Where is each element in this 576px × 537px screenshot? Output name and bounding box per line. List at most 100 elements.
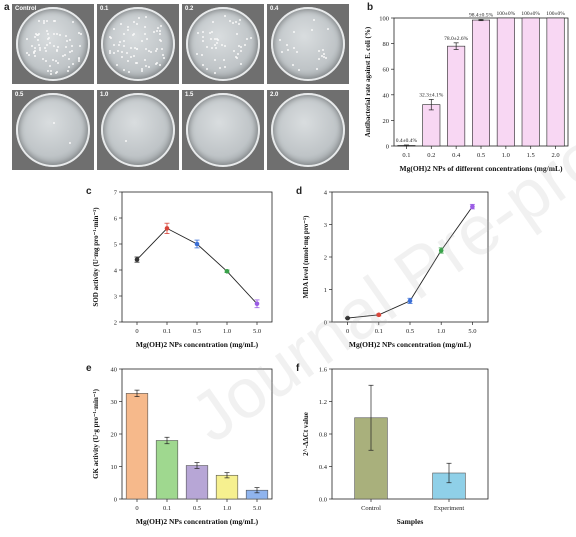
bacterial-colony <box>108 50 111 53</box>
y-tick-label: 2 <box>324 255 327 262</box>
data-point <box>164 226 170 231</box>
bacterial-colony <box>160 40 163 43</box>
x-tick-label: 0.5 <box>406 328 414 335</box>
bacterial-colony <box>323 53 326 56</box>
petri-dish <box>16 93 90 167</box>
petri-dish <box>186 7 260 81</box>
bacterial-colony <box>69 142 72 145</box>
panel-e-letter: e <box>86 363 92 374</box>
bacterial-colony <box>67 57 70 60</box>
bacterial-colony <box>327 28 330 31</box>
bacterial-colony <box>223 15 226 18</box>
bacterial-colony <box>245 38 248 41</box>
bacterial-colony <box>55 33 58 36</box>
bacterial-colony <box>202 64 205 66</box>
bacterial-colony <box>160 48 163 51</box>
bacterial-colony <box>201 36 204 39</box>
x-tick-label: 0.1 <box>375 328 383 335</box>
bacterial-colony <box>318 57 321 60</box>
bacterial-colony <box>152 31 155 34</box>
bar <box>521 17 540 147</box>
data-label: 100±0% <box>521 11 540 17</box>
data-point <box>134 257 140 262</box>
bacterial-colony <box>46 19 49 22</box>
bacterial-colony <box>239 46 242 48</box>
plate-label: 0.4 <box>270 6 279 12</box>
bacterial-colony <box>38 44 41 47</box>
bacterial-colony <box>235 55 238 58</box>
bacterial-colony <box>133 20 136 23</box>
agar-plate: 2.0 <box>267 90 349 170</box>
bacterial-colony <box>232 49 235 52</box>
bacterial-colony <box>112 44 115 47</box>
bacterial-colony <box>216 42 219 45</box>
bacterial-colony <box>65 34 68 37</box>
y-tick-label: 2 <box>114 320 117 327</box>
plate-label: 2.0 <box>270 92 279 98</box>
panel-f-letter: f <box>296 363 300 374</box>
bacterial-colony <box>144 64 147 67</box>
bacterial-colony <box>54 19 57 22</box>
bacterial-colony <box>135 48 138 51</box>
bacterial-colony <box>158 30 161 33</box>
bacterial-colony <box>118 40 121 43</box>
bacterial-colony <box>49 73 52 76</box>
y-tick-label: 3 <box>114 294 117 301</box>
bacterial-colony <box>79 45 82 48</box>
bacterial-colony <box>127 60 130 63</box>
bacterial-colony <box>55 60 57 63</box>
bacterial-colony <box>148 50 151 53</box>
bacterial-colony <box>122 32 125 35</box>
bacterial-colony <box>39 48 42 51</box>
y-axis-label: MDA level (nmol·mg pro⁻¹) <box>302 215 310 299</box>
bacterial-colony <box>293 30 296 33</box>
bacterial-colony <box>35 33 38 36</box>
bacterial-colony <box>48 42 51 45</box>
x-tick-label: 0.1 <box>163 505 171 512</box>
data-label: 78.0±2.6% <box>444 36 469 42</box>
bacterial-colony <box>213 44 216 47</box>
bacterial-colony <box>77 31 80 34</box>
bacterial-colony <box>78 57 81 60</box>
bar <box>422 104 441 147</box>
y-tick-label: 4 <box>324 190 328 197</box>
bacterial-colony <box>67 70 70 73</box>
bacterial-colony <box>120 56 123 59</box>
bacterial-colony <box>156 26 159 29</box>
bacterial-colony <box>223 58 226 61</box>
plate-label: 0.2 <box>185 6 194 12</box>
bacterial-colony <box>162 57 165 60</box>
bacterial-colony <box>144 16 147 19</box>
bacterial-colony <box>236 32 239 35</box>
bacterial-colony <box>64 45 67 48</box>
y-tick-label: 4 <box>114 268 118 275</box>
bacterial-colony <box>129 55 132 58</box>
y-tick-label: 0 <box>114 497 117 504</box>
bacterial-colony <box>42 58 45 61</box>
y-tick-label: 3 <box>324 222 327 229</box>
chart-f: 0.0 0.4 0.8 1.2 1.6 Samples 2^-ΔΔCt value Contr… <box>302 367 489 526</box>
data-label: 98.4±0.5% <box>469 12 494 18</box>
y-tick-label: 0.0 <box>319 497 327 504</box>
bacterial-colony <box>51 58 54 61</box>
bacterial-colony <box>156 48 159 51</box>
panel-b-letter: b <box>367 2 374 13</box>
chart-c: 2 3 4 5 6 7 Mg(OH)2 NPs concentration (mg/mL) S… <box>92 190 273 349</box>
bacterial-colony <box>219 66 222 69</box>
petri-dish <box>16 7 90 81</box>
bacterial-colony <box>210 38 213 41</box>
bacterial-colony <box>212 21 215 24</box>
bar <box>215 474 239 500</box>
agar-plate: 0.2 <box>182 4 264 84</box>
bacterial-colony <box>216 37 219 40</box>
y-tick-label: 0.4 <box>319 464 328 471</box>
bacterial-colony <box>38 20 41 23</box>
x-tick-label: 0 <box>346 328 349 335</box>
bacterial-colony <box>33 54 36 57</box>
bacterial-colony <box>214 59 217 62</box>
plate-label: 1.0 <box>100 92 109 98</box>
x-tick-label: 1.0 <box>437 328 445 335</box>
bacterial-colony <box>71 49 74 52</box>
petri-dish <box>271 7 345 81</box>
plate-label: 0.1 <box>100 6 109 12</box>
